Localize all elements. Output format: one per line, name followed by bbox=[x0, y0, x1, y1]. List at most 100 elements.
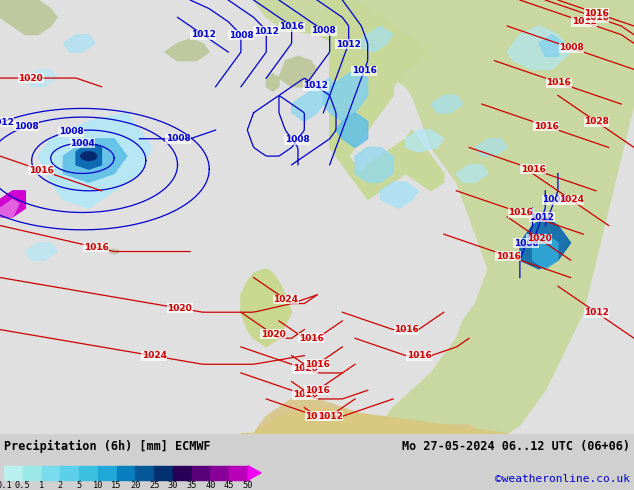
Text: 1016: 1016 bbox=[508, 208, 533, 217]
Polygon shape bbox=[292, 78, 336, 122]
Polygon shape bbox=[520, 217, 571, 269]
Text: 5: 5 bbox=[77, 482, 82, 490]
Text: 1016: 1016 bbox=[584, 9, 609, 18]
Bar bbox=[60, 466, 80, 480]
Text: 1016: 1016 bbox=[521, 165, 546, 174]
Text: 1012: 1012 bbox=[0, 118, 14, 127]
Text: 1: 1 bbox=[39, 482, 44, 490]
Text: 1016: 1016 bbox=[84, 243, 109, 252]
Polygon shape bbox=[241, 269, 292, 347]
Text: 1020: 1020 bbox=[167, 304, 192, 313]
Text: 35: 35 bbox=[186, 482, 197, 490]
Text: 1020: 1020 bbox=[261, 330, 285, 339]
Polygon shape bbox=[63, 139, 127, 182]
Text: 1008: 1008 bbox=[559, 44, 584, 52]
Text: 1016: 1016 bbox=[407, 351, 432, 360]
Polygon shape bbox=[336, 104, 349, 122]
Text: 1020: 1020 bbox=[18, 74, 43, 82]
Text: 1016: 1016 bbox=[29, 166, 53, 174]
Bar bbox=[230, 466, 249, 480]
Text: 1020: 1020 bbox=[527, 234, 552, 243]
Polygon shape bbox=[0, 0, 57, 35]
Text: Precipitation (6h) [mm] ECMWF: Precipitation (6h) [mm] ECMWF bbox=[4, 440, 210, 453]
Polygon shape bbox=[279, 56, 317, 87]
Text: 0.1: 0.1 bbox=[0, 482, 12, 490]
Text: 10: 10 bbox=[93, 482, 103, 490]
Text: 50: 50 bbox=[243, 482, 253, 490]
Text: 1008: 1008 bbox=[514, 239, 538, 248]
Text: 1016: 1016 bbox=[305, 412, 330, 421]
Text: 25: 25 bbox=[149, 482, 159, 490]
Polygon shape bbox=[330, 0, 444, 199]
Polygon shape bbox=[76, 143, 101, 169]
Polygon shape bbox=[355, 147, 393, 182]
Ellipse shape bbox=[110, 249, 119, 254]
Text: 0.5: 0.5 bbox=[15, 482, 30, 490]
Text: 15: 15 bbox=[112, 482, 122, 490]
Bar bbox=[154, 466, 174, 480]
Bar bbox=[79, 466, 98, 480]
Text: 1020: 1020 bbox=[293, 365, 318, 373]
Text: 1016: 1016 bbox=[299, 334, 323, 343]
Text: 1008: 1008 bbox=[59, 127, 84, 136]
Text: 1012: 1012 bbox=[336, 40, 361, 49]
Bar bbox=[23, 466, 42, 480]
Text: 1012: 1012 bbox=[529, 213, 554, 221]
Bar bbox=[98, 466, 117, 480]
Text: 1016: 1016 bbox=[352, 66, 377, 75]
Bar bbox=[4, 466, 23, 480]
Text: 1016: 1016 bbox=[534, 122, 559, 130]
Text: 1016: 1016 bbox=[394, 325, 419, 334]
Text: 1008: 1008 bbox=[542, 196, 567, 204]
Text: 1024: 1024 bbox=[273, 295, 298, 304]
Text: 1024: 1024 bbox=[559, 196, 583, 204]
Bar bbox=[210, 466, 230, 480]
Polygon shape bbox=[254, 399, 482, 434]
Polygon shape bbox=[533, 234, 558, 269]
Text: 1012: 1012 bbox=[572, 18, 597, 26]
Ellipse shape bbox=[81, 152, 96, 160]
Text: 20: 20 bbox=[130, 482, 141, 490]
Polygon shape bbox=[38, 113, 152, 208]
Text: 1008: 1008 bbox=[285, 135, 309, 145]
Polygon shape bbox=[456, 165, 488, 182]
Text: 45: 45 bbox=[224, 482, 235, 490]
Polygon shape bbox=[25, 70, 57, 87]
Polygon shape bbox=[323, 70, 368, 122]
Bar bbox=[136, 466, 155, 480]
Text: 1012: 1012 bbox=[254, 26, 279, 36]
Polygon shape bbox=[476, 139, 507, 156]
Polygon shape bbox=[266, 74, 279, 91]
Polygon shape bbox=[539, 35, 564, 56]
Text: 1012: 1012 bbox=[584, 308, 609, 317]
Polygon shape bbox=[507, 26, 571, 70]
Bar bbox=[173, 466, 192, 480]
Text: 1016: 1016 bbox=[547, 78, 571, 87]
Text: 1016: 1016 bbox=[305, 386, 330, 394]
Polygon shape bbox=[355, 26, 393, 52]
Text: 1024: 1024 bbox=[141, 351, 167, 361]
Text: 1008: 1008 bbox=[311, 26, 336, 35]
Bar bbox=[42, 466, 61, 480]
Text: 1008: 1008 bbox=[228, 31, 254, 40]
Polygon shape bbox=[25, 243, 57, 260]
Text: 1016: 1016 bbox=[293, 391, 318, 399]
Bar bbox=[191, 466, 211, 480]
Text: 1008: 1008 bbox=[14, 122, 39, 131]
Text: 1016: 1016 bbox=[584, 13, 609, 22]
Text: 1012: 1012 bbox=[191, 30, 216, 39]
Text: 1008: 1008 bbox=[165, 134, 190, 143]
Text: 1016: 1016 bbox=[279, 22, 304, 31]
Polygon shape bbox=[0, 199, 19, 217]
Polygon shape bbox=[431, 96, 463, 113]
Polygon shape bbox=[336, 113, 368, 147]
Polygon shape bbox=[241, 408, 507, 434]
Text: 1016: 1016 bbox=[496, 252, 521, 261]
Text: 1012: 1012 bbox=[318, 412, 342, 420]
Text: 30: 30 bbox=[167, 482, 178, 490]
Text: 1016: 1016 bbox=[305, 360, 330, 368]
Text: 1004: 1004 bbox=[70, 139, 95, 147]
Text: 40: 40 bbox=[205, 482, 216, 490]
Polygon shape bbox=[254, 0, 634, 434]
Polygon shape bbox=[63, 35, 95, 52]
